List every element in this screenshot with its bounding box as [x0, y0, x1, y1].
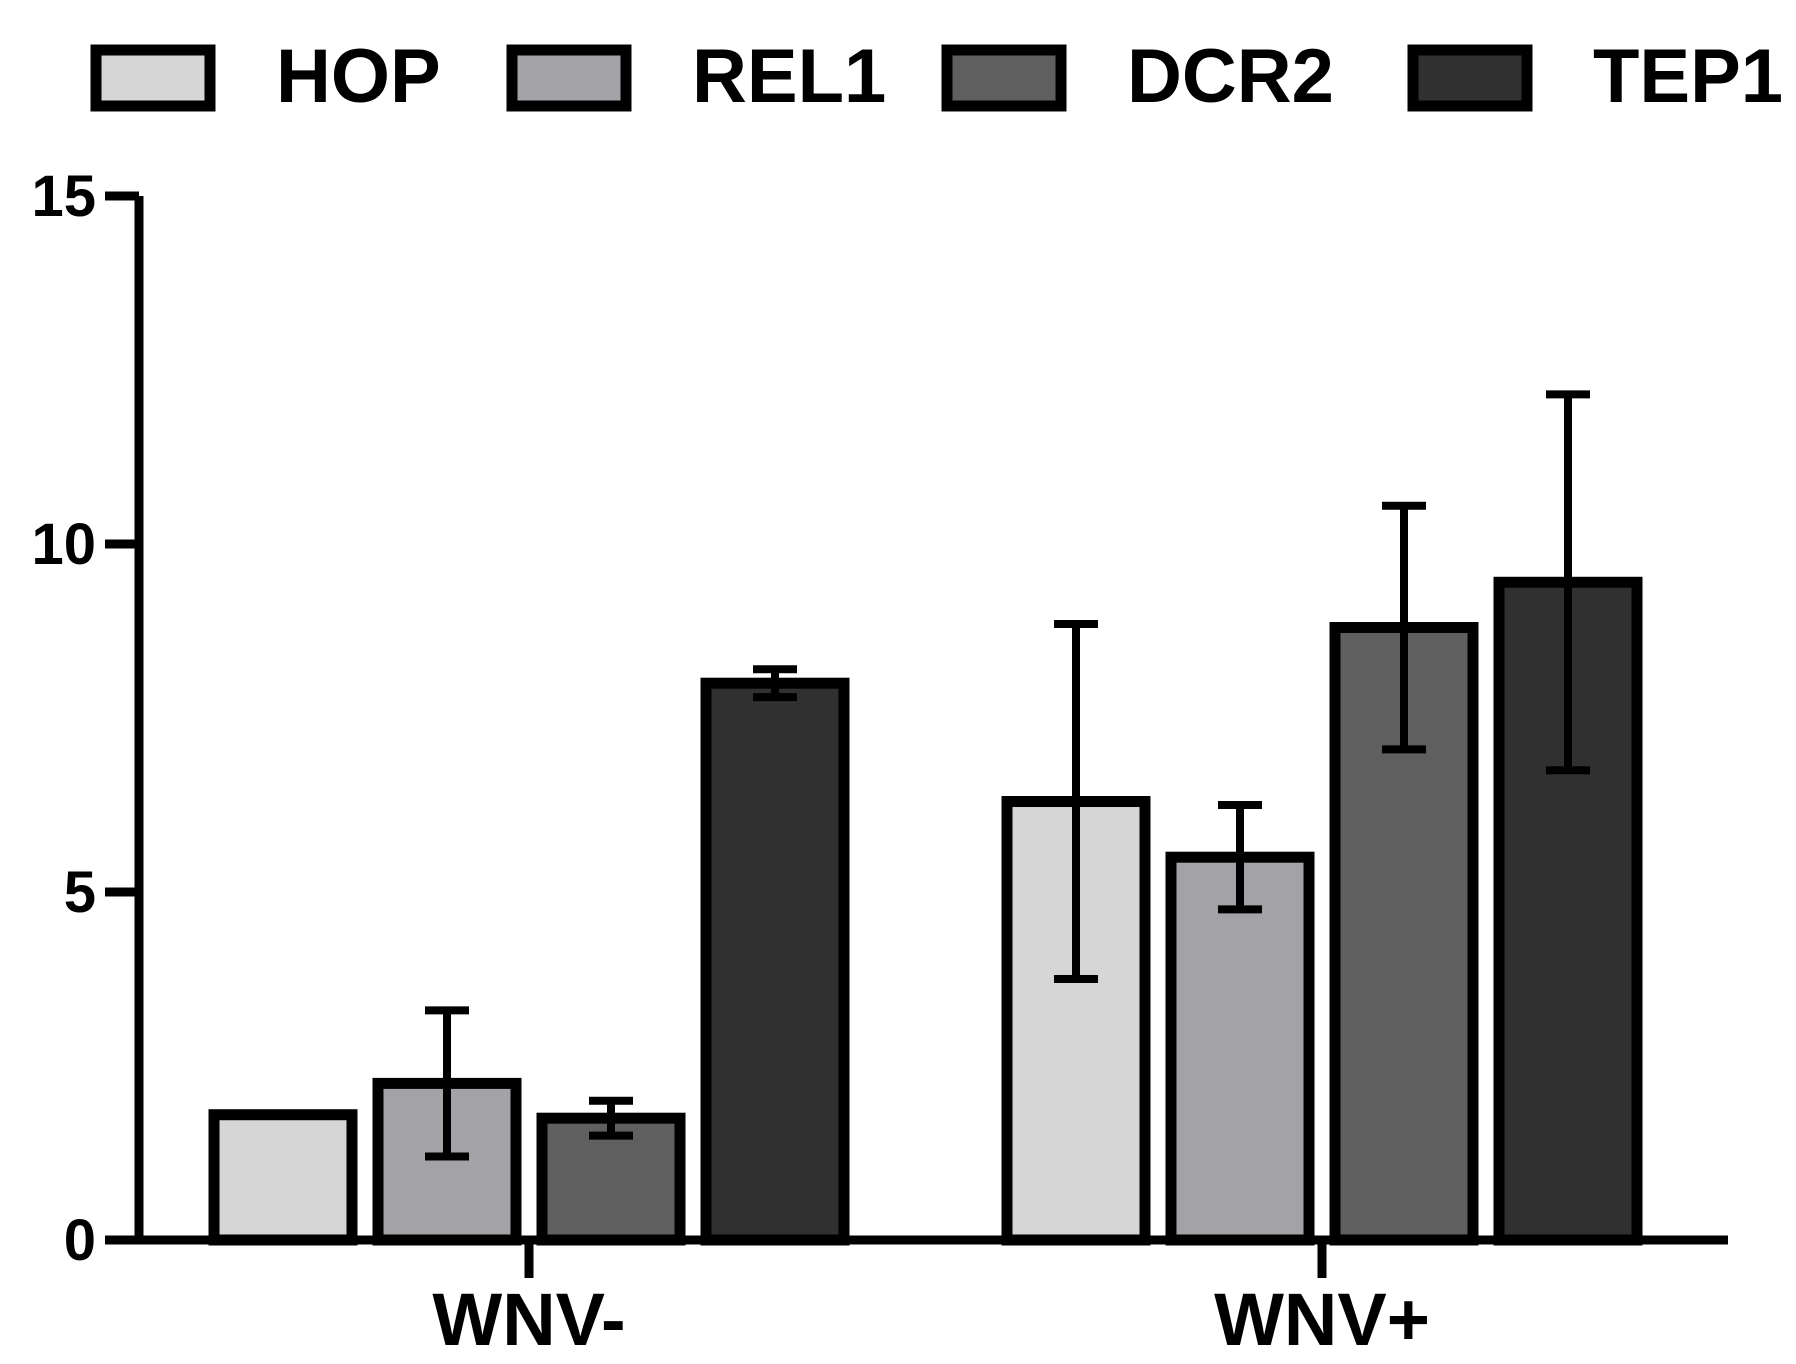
legend-swatch	[506, 44, 632, 112]
legend-item-dcr2: DCR2	[941, 34, 1334, 119]
legend-item-hop: HOP	[90, 34, 441, 119]
y-tick-label: 0	[64, 1208, 96, 1273]
legend-label: HOP	[276, 34, 441, 119]
error-bar	[589, 1096, 633, 1140]
error-bars	[425, 390, 1590, 1161]
y-ticks: 0 5 10 15	[31, 164, 139, 1273]
error-bar	[1382, 501, 1426, 754]
bars	[208, 576, 1643, 1246]
y-tick-label: 10	[31, 512, 96, 577]
legend-item-tep1: TEP1	[1407, 34, 1783, 119]
bar-tep1-wnv	[700, 677, 850, 1246]
legend: HOP REL1 DCR2 TEP1	[90, 34, 1783, 119]
error-bar	[1218, 801, 1262, 914]
bar-dcr2-wnv	[1329, 622, 1479, 1246]
y-tick-label: 15	[31, 164, 96, 229]
x-category-label: WNV-	[432, 1278, 625, 1361]
legend-item-rel1: REL1	[506, 34, 886, 119]
error-bar	[753, 665, 797, 702]
error-bar	[1546, 390, 1590, 775]
axes	[134, 196, 1728, 1245]
error-bar	[425, 1006, 469, 1161]
x-ticks: WNV- WNV+	[432, 1240, 1430, 1361]
y-tick-label: 5	[64, 860, 96, 925]
error-bar	[1054, 620, 1098, 983]
bar-rel1-wnv	[1165, 851, 1315, 1246]
x-category-label: WNV+	[1214, 1278, 1430, 1361]
legend-label: DCR2	[1127, 34, 1334, 119]
legend-swatch	[90, 44, 216, 112]
legend-swatch	[941, 44, 1067, 112]
legend-label: TEP1	[1593, 34, 1783, 119]
legend-label: REL1	[692, 34, 886, 119]
legend-swatch	[1407, 44, 1533, 112]
bar-hop-wnv	[208, 1109, 358, 1246]
